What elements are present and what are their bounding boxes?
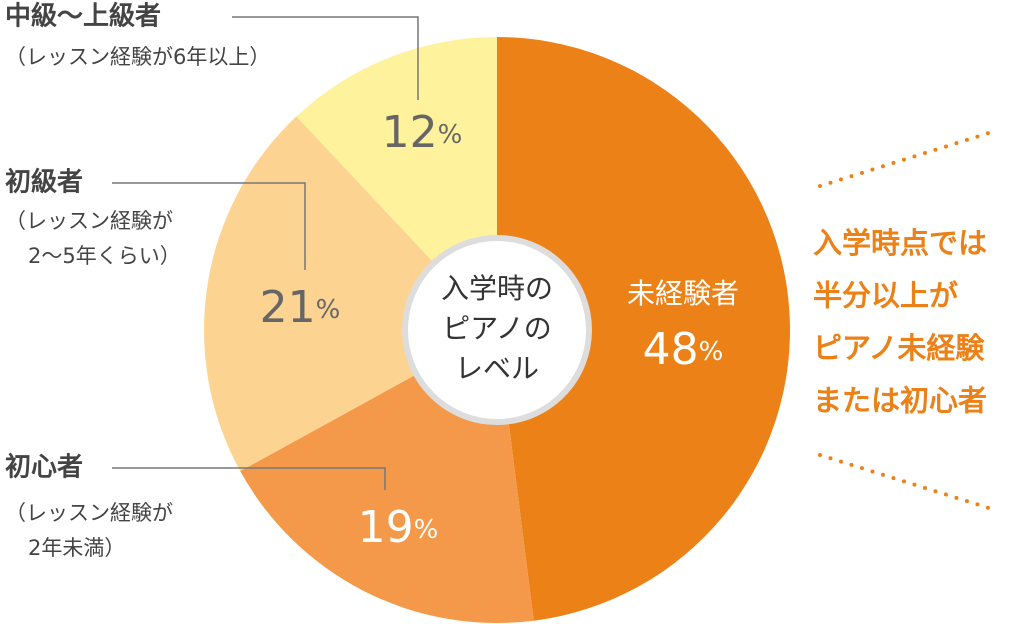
category-label: 初心者 — [5, 453, 83, 483]
category-note: （レッスン経験が6年以上） — [5, 45, 270, 69]
dotted-line — [818, 130, 994, 188]
annotation: 半分以上が — [813, 279, 958, 313]
leader-line — [112, 467, 386, 490]
category-note: 2～5年くらい） — [28, 244, 181, 268]
value-label: 21% — [260, 282, 341, 333]
leader-line — [112, 182, 306, 270]
category-label: 初級者 — [5, 167, 83, 198]
category-note: （レッスン経験が — [5, 209, 173, 233]
value-label: 48% — [643, 324, 724, 375]
category-label: 未経験者 — [627, 277, 739, 310]
annotation: または初心者 — [813, 384, 987, 418]
category-note: 2年未満） — [28, 536, 125, 560]
pie-slice — [497, 37, 791, 621]
dotted-line — [818, 453, 994, 511]
value-label: 19% — [358, 502, 439, 553]
leader-line — [232, 16, 419, 100]
value-label: 12% — [382, 107, 463, 158]
annotation: ピアノ未経験 — [813, 331, 985, 365]
pie-slice — [204, 116, 497, 472]
center-title: 入学時の — [441, 272, 553, 305]
category-note: （レッスン経験が — [5, 501, 173, 525]
center-hole — [402, 235, 592, 425]
category-label: 中級～上級者 — [5, 1, 161, 32]
center-title: ピアノの — [442, 312, 551, 345]
annotation: 入学時点では — [813, 226, 987, 260]
center-title: レベル — [455, 352, 539, 385]
